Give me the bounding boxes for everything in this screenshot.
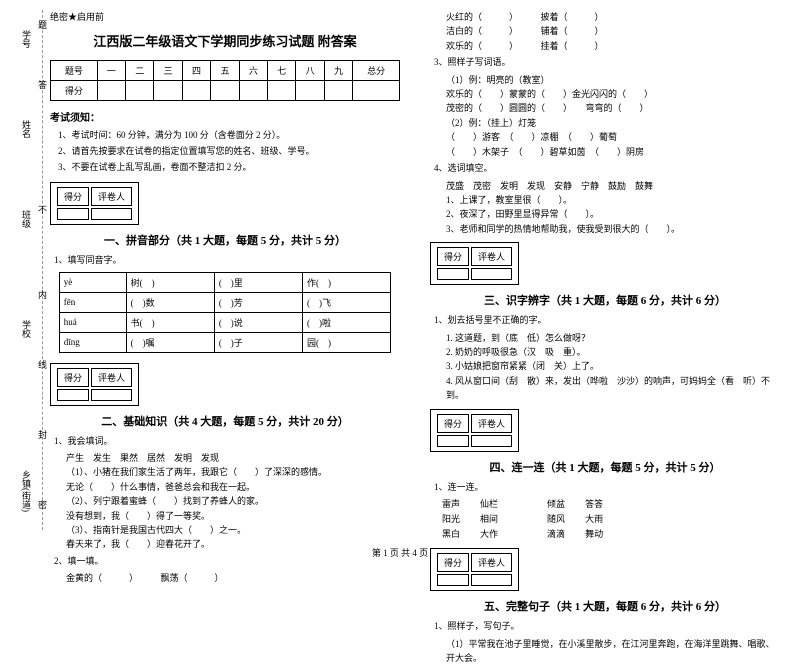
sec1-q1: 1、填写同音字。	[54, 254, 400, 268]
h1: 一	[97, 61, 125, 81]
sec4-title: 四、连一连（共 1 大题，每题 5 分，共计 5 分）	[430, 459, 780, 475]
sec2-s2b: 没有想到，我（ ）得了一等奖。	[66, 509, 400, 523]
h6: 六	[239, 61, 267, 81]
h5: 五	[211, 61, 239, 81]
sec2-s1b: 无论（ ）什么事情，爸爸总会和我在一起。	[66, 480, 400, 494]
h2: 二	[126, 61, 154, 81]
sec2-q1: 1、我会填词。	[54, 435, 400, 449]
sec3-scorebox: 得分 评卷人	[430, 242, 519, 285]
dash-nei: 内	[36, 290, 49, 299]
h10: 总分	[353, 61, 400, 81]
r3: 欢乐的（ ） 挂着（ ）	[446, 39, 780, 53]
notice-title: 考试须知：	[50, 109, 400, 124]
margin-banji: 班级	[20, 210, 33, 228]
q3d: （2）例：（挂上）灯笼	[446, 116, 780, 130]
sec2-scorebox: 得分 评卷人	[50, 363, 139, 406]
h8: 八	[296, 61, 324, 81]
margin-xuexiao: 学校	[20, 320, 33, 338]
q4: 4、选词填空。	[434, 162, 780, 176]
sec3-a: 1. 这道题，到（底 低）怎么做呀？	[446, 331, 780, 345]
page-footer: 第 1 页 共 4 页	[0, 546, 800, 559]
h9: 九	[324, 61, 352, 81]
sec5-q1: 1、照样子，写句子。	[434, 620, 780, 634]
q3b: 欢乐的（ ）蒙蒙的（ ）金光闪闪的（ ）	[446, 87, 780, 101]
h7: 七	[268, 61, 296, 81]
sec4-r3: 黑白大作 滴滴舞动	[442, 527, 780, 540]
dash-mi: 密	[36, 500, 49, 509]
sec2-title: 二、基础知识（共 4 大题，每题 5 分，共计 20 分）	[50, 413, 400, 429]
q3f: （ ）木架子 （ ）碧草如茵 （ ）阴房	[446, 145, 780, 159]
sec3-c: 3. 小姑娘把窗帘紧紧（闭 关）上了。	[446, 359, 780, 373]
dash-xian: 线	[36, 360, 49, 369]
q3: 3、照样子写词语。	[434, 56, 780, 70]
q3c: 茂密的（ ）圆圆的（ ） 弯弯的（ ）	[446, 101, 780, 115]
sec3-q1: 1、划去括号里不正确的字。	[434, 314, 780, 328]
r1: 火红的（ ） 披着（ ）	[446, 10, 780, 24]
margin-xingming: 姓名	[20, 120, 33, 138]
score-label: 得分	[51, 81, 98, 101]
score-table: 题号 一 二 三 四 五 六 七 八 九 总分 得分	[50, 60, 400, 101]
sec2-s2: （2）、列宁跟着蜜蜂（ ）找到了养蜂人的家。	[66, 494, 400, 508]
sec4-q1: 1、连一连。	[434, 481, 780, 495]
h0: 题号	[51, 61, 98, 81]
q4a: 1、上课了，教室里很（ ）。	[446, 193, 780, 207]
h4: 四	[182, 61, 210, 81]
pinyin-table: yè树( )( )里作( ) fēn( )数( )芳( )飞 huá书( )( …	[59, 272, 392, 353]
q3a: （1）例：明亮的（教室）	[446, 73, 780, 87]
sec3-title: 三、识字辨字（共 1 大题，每题 6 分，共计 6 分）	[430, 292, 780, 308]
dash-da: 答	[36, 80, 49, 89]
sec4-r1: 雷声仙栏 倾盆答答	[442, 497, 780, 510]
sec3-b: 2. 奶奶的呼吸很急（汉 吸 重）。	[446, 345, 780, 359]
paper-title: 江西版二年级语文下学期同步练习试题 附答案	[50, 31, 400, 50]
margin-xiangzhen: 乡镇(街道)	[20, 470, 33, 512]
sec2-s3: （3）、指南针是我国古代四大（ ）之一。	[66, 523, 400, 537]
sec3-d: 4. 风从窗口间（刮 散）来，发出（哗啦 沙沙）的响声，可妈妈全（看 听）不到。	[446, 374, 780, 403]
binding-margin: 学号 姓名 班级 学校 乡镇(街道) 题 答 不 内 线 封 密	[8, 10, 43, 530]
q4w: 茂盛 茂密 发明 发现 安静 宁静 鼓励 鼓舞	[446, 179, 780, 193]
sec5-a: （1）平常我在池子里睡觉，在小溪里散步，在江河里奔跑，在海洋里跳舞、唱歌、开大会…	[446, 637, 780, 665]
sec4-scorebox: 得分 评卷人	[430, 409, 519, 452]
q4b: 2、夜深了，田野里显得异常（ ）。	[446, 207, 780, 221]
q4c: 3、老师和同学的热情地帮助我，使我受到很大的（ ）。	[446, 222, 780, 236]
sec1-title: 一、拼音部分（共 1 大题，每题 5 分，共计 5 分）	[50, 232, 400, 248]
secret-label: 绝密★启用前	[50, 10, 400, 23]
notice-2: 2、请首先按要求在试卷的指定位置填写您的姓名、班级、学号。	[58, 144, 400, 157]
margin-xuehao: 学号	[20, 30, 33, 48]
sec5-title: 五、完整句子（共 1 大题，每题 6 分，共计 6 分）	[430, 598, 780, 614]
dash-feng: 封	[36, 430, 49, 439]
sec2-words: 产生 发生 果然 居然 发明 发现	[66, 451, 400, 465]
right-column: 火红的（ ） 披着（ ） 洁白的（ ） 铺着（ ） 欢乐的（ ） 挂着（ ） 3…	[430, 10, 780, 515]
sec4-r2: 阳光相间 随风大雨	[442, 512, 780, 525]
h3: 三	[154, 61, 182, 81]
score-header-row: 题号 一 二 三 四 五 六 七 八 九 总分	[51, 61, 400, 81]
dash-bu: 不	[36, 205, 49, 214]
notice-3: 3、不要在试卷上乱写乱画，卷面不整洁扣 2 分。	[58, 160, 400, 173]
left-column: 绝密★启用前 江西版二年级语文下学期同步练习试题 附答案 题号 一 二 三 四 …	[50, 10, 400, 515]
sec1-scorebox: 得分 评卷人	[50, 182, 139, 225]
dash-ti: 题	[36, 20, 49, 29]
r2: 洁白的（ ） 铺着（ ）	[446, 24, 780, 38]
q3e: （ ）游客 （ ）凉棚 （ ）葡萄	[446, 130, 780, 144]
notice-1: 1、考试时间：60 分钟，满分为 100 分（含卷面分 2 分）。	[58, 128, 400, 141]
score-value-row: 得分	[51, 81, 400, 101]
sec2-s1: （1）、小猪在我们家生活了两年，我跟它（ ）了深深的感情。	[66, 465, 400, 479]
sec2-q2a: 金黄的（ ） 飘荡（ ）	[66, 571, 400, 585]
